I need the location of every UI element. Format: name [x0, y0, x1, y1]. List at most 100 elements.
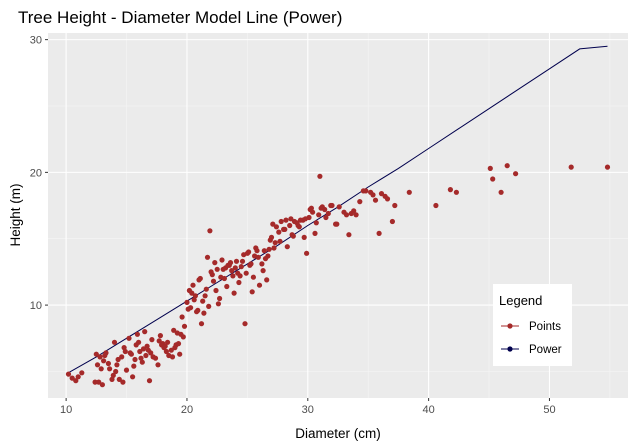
data-point [231, 290, 237, 296]
data-point [126, 335, 132, 341]
data-point [163, 348, 169, 355]
data-point [252, 253, 258, 259]
data-point [261, 248, 267, 254]
data-point [304, 250, 310, 256]
data-point [301, 234, 307, 240]
legend-title: Legend [499, 293, 542, 308]
data-point [376, 230, 382, 236]
data-point [250, 274, 256, 280]
data-point [96, 379, 102, 385]
data-point [214, 266, 220, 272]
data-point [177, 351, 183, 357]
data-point [260, 268, 266, 274]
data-point [178, 331, 184, 337]
data-point [127, 350, 133, 356]
data-point [289, 232, 295, 238]
data-point [212, 260, 218, 266]
data-point [93, 351, 99, 357]
data-point [224, 283, 230, 290]
data-point [73, 378, 79, 384]
data-point [113, 368, 119, 375]
data-point [192, 293, 198, 299]
data-point [272, 240, 278, 246]
data-point [184, 299, 190, 305]
x-axis-ticks: 10 20 30 40 50 [60, 398, 556, 416]
data-point [317, 173, 323, 179]
data-point [139, 359, 145, 365]
data-point [162, 343, 168, 349]
y-tick-label: 10 [30, 300, 42, 312]
data-point [490, 176, 496, 182]
legend-label: Power [529, 344, 562, 356]
y-tick-label: 30 [30, 35, 42, 47]
data-point [346, 232, 352, 238]
data-point [312, 230, 318, 236]
data-point [114, 362, 120, 368]
data-point [156, 338, 162, 344]
data-point [328, 202, 334, 209]
data-point [433, 202, 439, 209]
data-point [140, 346, 147, 352]
legend-label: Points [529, 321, 561, 333]
data-point [233, 258, 240, 264]
data-point [172, 345, 178, 351]
data-point [157, 333, 163, 339]
data-point [343, 212, 350, 218]
data-point [236, 279, 242, 286]
data-point [227, 260, 234, 266]
data-point [265, 253, 271, 259]
data-point [116, 376, 122, 382]
data-point [109, 376, 115, 382]
data-point [102, 352, 108, 359]
data-point [353, 212, 359, 218]
data-point [319, 204, 325, 210]
data-point [111, 339, 118, 345]
x-tick-label: 30 [302, 404, 314, 416]
data-point [110, 372, 116, 378]
data-point [207, 228, 213, 234]
data-point [266, 246, 272, 252]
data-point [230, 273, 236, 279]
legend: Legend Points Power [493, 284, 572, 366]
data-point [357, 199, 363, 205]
data-point [453, 189, 459, 195]
grid-minor [48, 33, 628, 398]
data-point [270, 221, 276, 227]
data-point [295, 222, 301, 229]
data-point [189, 290, 195, 296]
data-point [142, 329, 148, 335]
data-point [316, 212, 322, 218]
legend-key-point [507, 346, 513, 352]
data-point [219, 257, 225, 263]
data-point [137, 348, 143, 355]
x-tick-label: 40 [423, 404, 435, 416]
data-point [287, 222, 293, 229]
data-point [155, 362, 161, 368]
data-point [171, 327, 177, 333]
data-point [148, 350, 154, 356]
data-point [138, 355, 144, 361]
data-point [360, 188, 366, 194]
data-point [196, 277, 202, 283]
data-point [213, 287, 219, 294]
data-point [334, 221, 340, 227]
data-point [254, 248, 260, 254]
x-axis-title: Diameter (cm) [295, 426, 381, 441]
data-point [297, 217, 304, 223]
data-point [217, 295, 223, 302]
data-point [123, 367, 130, 373]
data-point [115, 356, 121, 363]
data-point [513, 171, 519, 177]
data-point [568, 164, 574, 170]
data-point [283, 217, 289, 223]
data-point [235, 270, 241, 276]
data-point [232, 265, 238, 271]
data-point [75, 374, 81, 380]
points-layer [65, 163, 611, 388]
data-point [276, 229, 282, 235]
data-point [308, 205, 314, 211]
data-point [247, 262, 253, 268]
data-point [149, 337, 155, 343]
data-point [65, 371, 72, 377]
data-point [498, 189, 504, 195]
